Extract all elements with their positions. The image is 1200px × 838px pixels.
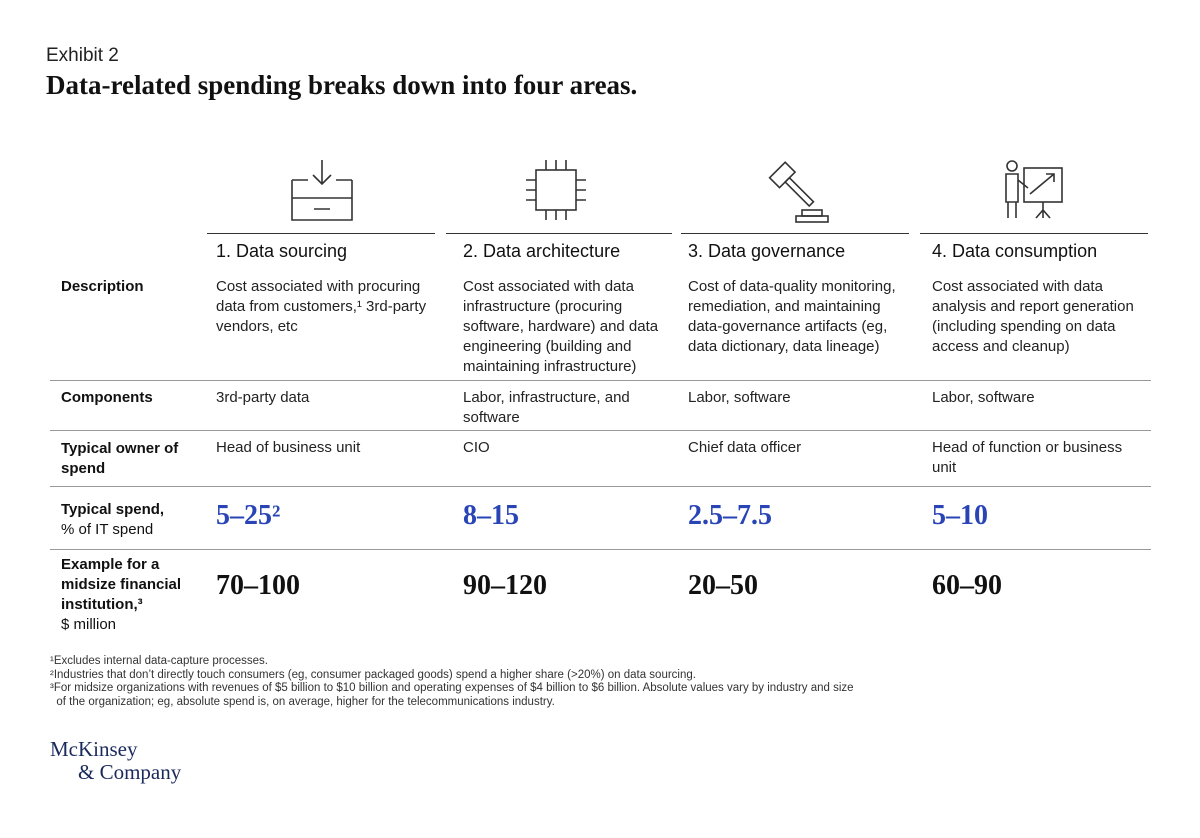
spend-value-3: 2.5–7.5 — [688, 500, 772, 531]
row-label-owner: Typical owner of spend — [61, 440, 179, 477]
row-divider — [50, 380, 1151, 381]
row-label-description: Description — [61, 278, 144, 295]
footnote-3-continued: of the organization; eg, absolute spend … — [50, 695, 555, 708]
row-divider — [50, 549, 1151, 550]
components-cell-2: Labor, infrastructure, and software — [463, 389, 630, 426]
chip-icon — [520, 154, 592, 226]
description-cell-3: Cost of data-quality monitoring, remedia… — [688, 278, 896, 355]
column-heading-data-sourcing: 1. Data sourcing — [216, 241, 348, 261]
column-heading-data-governance: 3. Data governance — [688, 241, 846, 261]
column-rule-4 — [920, 233, 1148, 234]
row-label-example: Example for a midsize financial institut… — [61, 555, 191, 635]
footnote-3: ³For midsize organizations with revenues… — [50, 682, 854, 694]
logo-line-2: & Company — [78, 760, 182, 784]
example-value-3: 20–50 — [688, 570, 758, 601]
footnote-1: ¹Excludes internal data-capture processe… — [50, 655, 268, 667]
spend-sublabel: % of IT spend — [61, 521, 154, 538]
footnotes: ¹Excludes internal data-capture processe… — [50, 655, 910, 709]
gavel-icon — [758, 154, 830, 226]
row-divider — [50, 430, 1151, 431]
spend-label: Typical spend, — [61, 501, 165, 518]
components-cell-1: 3rd-party data — [216, 389, 310, 406]
column-rule-1 — [207, 233, 435, 234]
column-heading-data-architecture: 2. Data architecture — [463, 241, 621, 261]
presentation-icon — [996, 154, 1068, 226]
example-label: Example for a midsize financial institut… — [61, 556, 182, 613]
row-divider — [50, 486, 1151, 487]
data-inbox-icon — [286, 154, 358, 226]
example-value-4: 60–90 — [932, 570, 1002, 601]
owner-cell-2: CIO — [463, 439, 490, 456]
owner-cell-1: Head of business unit — [216, 439, 361, 456]
column-rule-2 — [446, 233, 672, 234]
components-cell-3: Labor, software — [688, 389, 791, 406]
owner-cell-4: Head of function or business unit — [932, 439, 1123, 476]
column-heading-data-consumption: 4. Data consumption — [932, 241, 1098, 261]
logo-line-1: McKinsey — [50, 737, 138, 761]
components-cell-4: Labor, software — [932, 389, 1035, 406]
spend-value-2: 8–15 — [463, 500, 519, 531]
example-value-2: 90–120 — [463, 570, 547, 601]
spend-value-4: 5–10 — [932, 500, 988, 531]
example-sublabel: $ million — [61, 616, 117, 633]
page-title: Data-related spending breaks down into f… — [46, 70, 638, 100]
row-label-spend: Typical spend, % of IT spend — [61, 500, 164, 540]
description-cell-2: Cost associated with data infrastructure… — [463, 278, 659, 375]
exhibit-label: Exhibit 2 — [46, 45, 119, 66]
description-cell-1: Cost associated with procuring data from… — [216, 278, 427, 335]
mckinsey-logo: McKinsey & Company — [50, 738, 181, 784]
example-value-1: 70–100 — [216, 570, 300, 601]
owner-cell-3: Chief data officer — [688, 439, 802, 456]
column-rule-3 — [681, 233, 909, 234]
spend-value-1: 5–25² — [216, 500, 281, 531]
row-label-components: Components — [61, 389, 153, 406]
description-cell-4: Cost associated with data analysis and r… — [932, 278, 1134, 355]
footnote-2: ²Industries that don’t directly touch co… — [50, 668, 696, 681]
